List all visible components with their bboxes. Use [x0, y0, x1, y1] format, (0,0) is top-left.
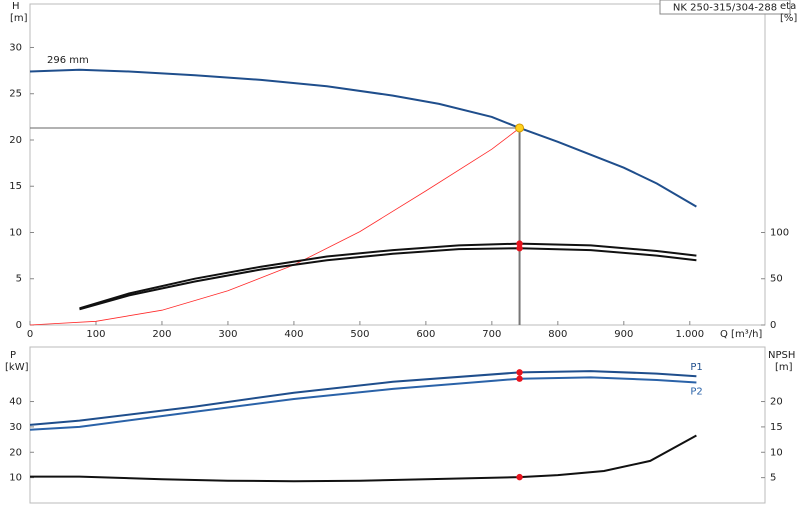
y2-axis-label: eta [780, 1, 796, 12]
y-tick-label: 30 [9, 422, 22, 433]
operating-dot [516, 245, 523, 252]
impeller-annotation: 296 mm [47, 55, 89, 66]
y-axis-unit: [kW] [5, 362, 29, 373]
x-tick-label: 100 [86, 329, 105, 340]
y-tick-label: 30 [9, 42, 22, 53]
x-tick-label: 300 [218, 329, 237, 340]
y-tick-label: 15 [9, 181, 22, 192]
operating-dot [516, 473, 523, 481]
x-tick-label: 400 [284, 329, 303, 340]
curve-label: P1 [690, 362, 702, 373]
x-tick-label: 500 [350, 329, 369, 340]
y2-axis-unit: [%] [780, 13, 797, 24]
y2-tick-label: 0 [770, 320, 776, 331]
curve [29, 376, 697, 431]
y2-axis-label: NPSH [768, 350, 795, 361]
x-tick-label: 0 [27, 329, 33, 340]
y2-tick-label: 10 [770, 447, 783, 458]
y2-tick-label: 5 [770, 473, 776, 484]
y-axis-label: H [12, 1, 20, 12]
y2-tick-label: 100 [770, 227, 789, 238]
x-tick-label: 800 [548, 329, 567, 340]
operating-dot [516, 369, 523, 376]
x-tick-label: 900 [614, 329, 633, 340]
y2-tick-label: 15 [770, 422, 783, 433]
x-axis-label: Q [m³/h] [720, 329, 762, 340]
operating-dot [516, 240, 523, 247]
operating-dot [516, 375, 523, 382]
x-tick-label: 1.000 [675, 329, 704, 340]
y2-tick-label: 50 [770, 274, 783, 285]
y-axis-label: P [10, 350, 16, 361]
curve [29, 370, 697, 426]
model-label: NK 250-315/304-288 [673, 3, 777, 14]
y-tick-label: 10 [9, 473, 22, 484]
bottom-plot-frame [29, 346, 766, 504]
y2-tick-label: 20 [770, 397, 783, 408]
curve [79, 242, 697, 310]
x-tick-label: 200 [152, 329, 171, 340]
x-tick-label: 700 [482, 329, 501, 340]
y2-axis-unit: [m] [775, 362, 793, 373]
curve [29, 68, 697, 208]
operating-point [515, 123, 525, 133]
x-tick-label: 600 [416, 329, 435, 340]
curve-label: P2 [690, 387, 702, 398]
y-tick-label: 5 [16, 274, 22, 285]
model-box [659, 0, 791, 15]
curve [79, 247, 697, 311]
y-axis-unit: [m] [10, 13, 28, 24]
y-tick-label: 10 [9, 227, 22, 238]
y-tick-label: 20 [9, 135, 22, 146]
y-tick-label: 20 [9, 447, 22, 458]
curve [30, 434, 697, 483]
y-tick-label: 40 [9, 397, 22, 408]
top-plot-frame [29, 3, 766, 326]
y-tick-label: 25 [9, 89, 22, 100]
y-tick-label: 0 [16, 320, 22, 331]
